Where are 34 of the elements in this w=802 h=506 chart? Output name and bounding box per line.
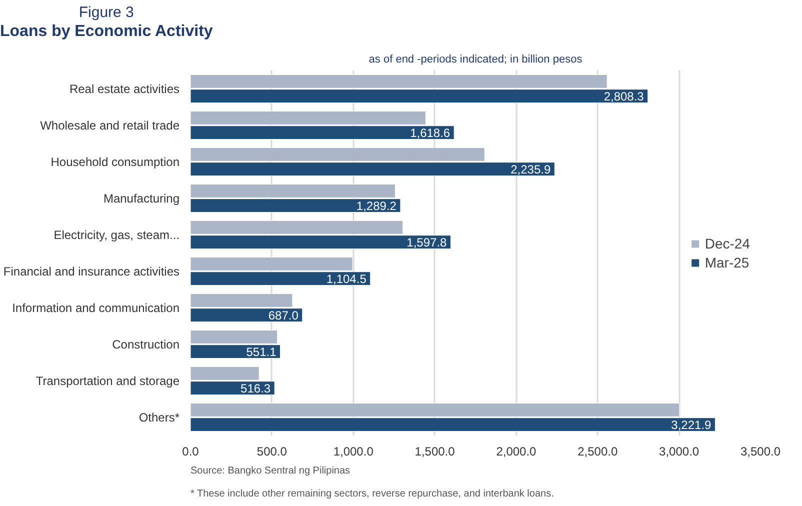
y-tick-label: Information and communication xyxy=(12,300,180,315)
data-label: 1,104.5 xyxy=(326,272,367,286)
x-tick-label: 1,500.0 xyxy=(414,444,456,458)
x-tick-label: 3,500.0 xyxy=(740,444,781,458)
y-tick-label: Wholesale and retail trade xyxy=(40,118,180,132)
y-tick-label: Household consumption xyxy=(50,154,180,169)
data-label: 551.1 xyxy=(246,345,277,360)
source-note: Source: Bangko Sentral ng Pilipinas xyxy=(190,466,350,476)
x-tick-label: 3,000.0 xyxy=(659,444,700,458)
legend-label: Mar-25 xyxy=(704,254,750,270)
data-label: 1,597.8 xyxy=(406,236,448,250)
y-tick-label: Others* xyxy=(138,410,180,424)
y-tick-label: Manufacturing xyxy=(103,191,180,206)
chart-subtitle: as of end -periods indicated; in billion pesos xyxy=(368,54,583,66)
chart-title: Figure 3 Loans by Economic Activity xyxy=(0,4,213,42)
x-tick-label: 1,000.0 xyxy=(333,444,374,458)
y-tick-label: Electricity, gas, steam... xyxy=(54,228,180,242)
text: * These include other remaining sectors, reverse repurchase, and interbank loans. xyxy=(190,488,554,500)
x-tick-label: 2,500.0 xyxy=(578,444,618,458)
x-tick-label: 0.0 xyxy=(182,444,200,458)
data-label: 2,235.9 xyxy=(510,162,551,177)
data-label: 2,808.3 xyxy=(604,90,644,104)
y-tick-label: Transportation and storage xyxy=(36,374,180,388)
x-tick-label: 500.0 xyxy=(256,444,288,458)
legend-label: Dec-24 xyxy=(704,235,750,251)
data-label: 1,618.6 xyxy=(410,126,450,140)
y-tick-label: Real estate activities xyxy=(69,82,180,96)
data-label: 516.3 xyxy=(240,382,271,396)
data-label: 687.0 xyxy=(268,308,299,323)
data-label: 3,221.9 xyxy=(671,418,712,432)
y-tick-label: Construction xyxy=(112,337,180,352)
x-tick-label: 2,000.0 xyxy=(496,444,537,458)
data-label: 1,289.2 xyxy=(356,199,397,214)
y-tick-label: Financial and insurance activities xyxy=(3,264,180,278)
